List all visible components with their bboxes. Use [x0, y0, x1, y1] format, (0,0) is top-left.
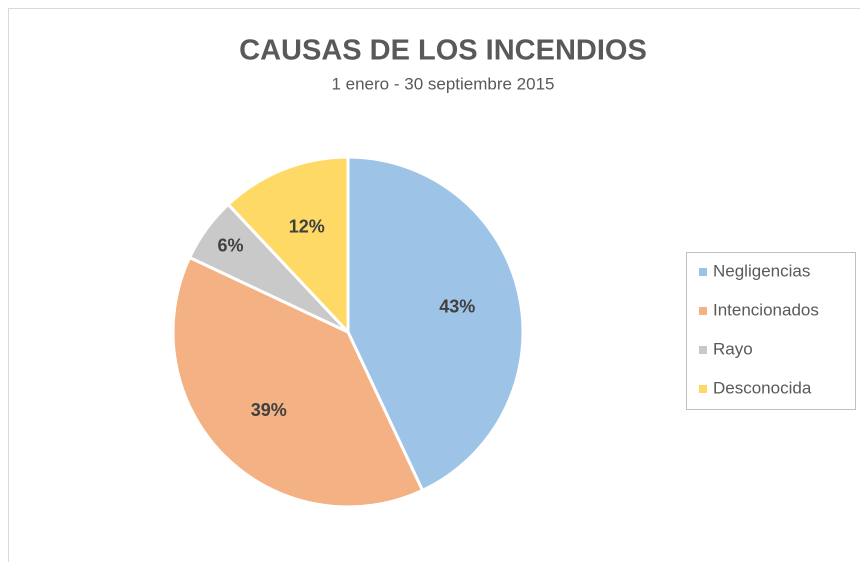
data-label: 12% — [289, 217, 325, 237]
legend — [686, 252, 856, 410]
legend-swatch — [699, 346, 707, 354]
legend-swatch — [699, 385, 707, 393]
legend-label: Desconocida — [713, 378, 812, 397]
legend-label: Negligencias — [713, 261, 810, 280]
pie-slice — [171, 255, 425, 509]
data-label: 6% — [217, 235, 243, 255]
data-label: 39% — [251, 400, 287, 420]
chart-subtitle: 1 enero - 30 septiembre 2015 — [331, 74, 554, 93]
legend-label: Rayo — [713, 339, 753, 358]
data-label: 43% — [439, 296, 475, 316]
pie-slice — [346, 155, 525, 493]
legend-swatch — [699, 307, 707, 315]
legend-label: Intencionados — [713, 300, 819, 319]
chart-title: CAUSAS DE LOS INCENDIOS — [239, 35, 647, 67]
pie-slice — [226, 155, 350, 336]
legend-swatch — [699, 268, 707, 276]
